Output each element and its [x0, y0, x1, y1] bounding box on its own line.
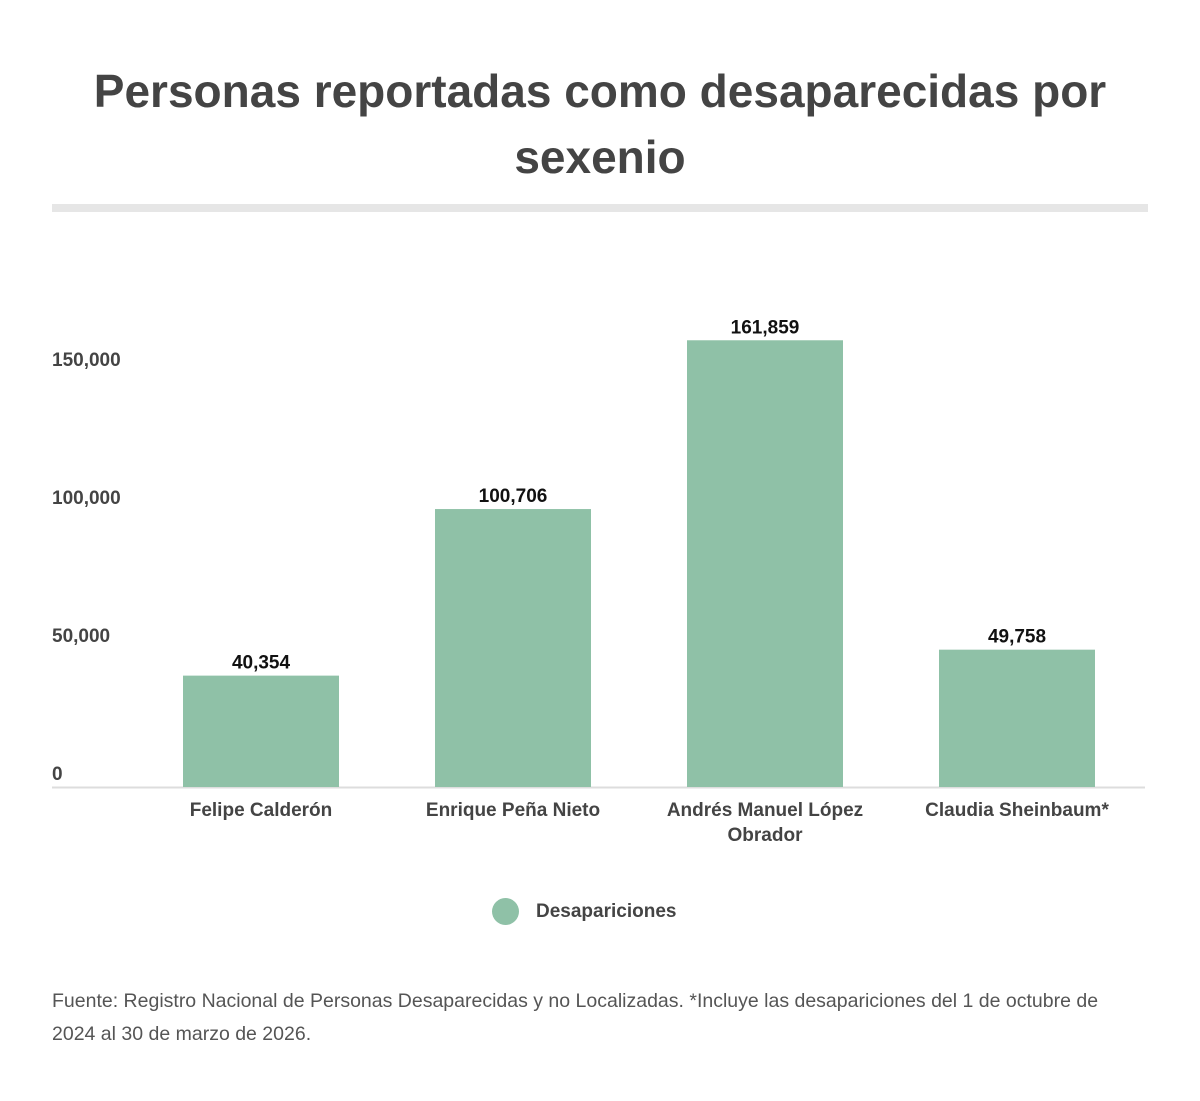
data-label: 49,758 — [988, 627, 1046, 648]
x-tick-label: Andrés Manuel López — [667, 800, 863, 821]
bar — [939, 649, 1095, 787]
data-label: 161,859 — [731, 317, 800, 338]
data-label: 40,354 — [232, 653, 291, 674]
title-divider — [52, 204, 1148, 212]
chart-title: Personas reportadas como desaparecidas p… — [93, 65, 1107, 183]
y-tick-label: 0 — [52, 764, 63, 785]
legend-label: Desapariciones — [536, 900, 677, 922]
bar-chart: 0 50,000 100,000 150,000 40,354 Felipe Calder… — [52, 317, 1145, 846]
y-tick-label: 50,000 — [52, 626, 110, 647]
bar — [687, 340, 843, 787]
legend-swatch — [492, 898, 519, 925]
y-tick-label: 150,000 — [52, 350, 121, 371]
y-tick-label: 100,000 — [52, 488, 121, 509]
x-tick-label: Obrador — [728, 825, 804, 846]
x-tick-label: Claudia Sheinbaum* — [925, 800, 1109, 821]
legend: Desapariciones — [492, 898, 676, 925]
x-tick-label: Felipe Calderón — [190, 800, 333, 821]
bar — [183, 675, 339, 787]
source-note: Fuente: Registro Nacional de Personas De… — [52, 990, 1099, 1045]
bar — [435, 509, 591, 787]
x-tick-label: Enrique Peña Nieto — [426, 800, 600, 821]
data-label: 100,706 — [479, 486, 548, 507]
